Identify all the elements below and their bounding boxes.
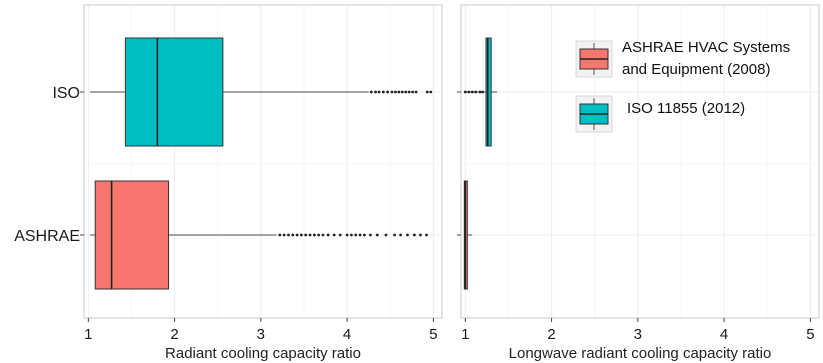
left-tick-label-2: 2 — [170, 326, 178, 343]
left-outlier-ashrae-4 — [295, 233, 299, 237]
left-boxplot-ashrae — [90, 180, 428, 290]
left-outlier-ashrae-6 — [304, 233, 308, 237]
legend-item-iso-11855-2012: ISO 11855 (2012) — [575, 95, 745, 133]
left-outlier-ashrae-23 — [399, 233, 402, 237]
legend-label-1-line-0: ISO 11855 (2012) — [627, 100, 745, 117]
right-boxplot-iso — [463, 37, 498, 147]
category-label-iso: ISO — [52, 85, 80, 102]
right-panel-border — [460, 4, 820, 319]
left-outlier-iso-9 — [404, 90, 408, 94]
left-tick-label-5: 5 — [429, 326, 437, 343]
left-outlier-iso-14 — [429, 90, 433, 94]
left-outlier-ashrae-16 — [354, 233, 358, 237]
right-outlier-iso-4 — [478, 90, 482, 94]
left-outlier-ashrae-21 — [384, 233, 388, 237]
left-panel: 1 2 3 4 5 Radiant cooling capacity ratio ISO AS… — [14, 4, 443, 362]
left-outlier-ashrae-2 — [287, 233, 290, 237]
left-outlier-ashrae-11 — [326, 233, 330, 237]
right-outlier-iso-3 — [474, 90, 478, 94]
left-outlier-ashrae-8 — [312, 233, 316, 237]
left-outlier-ashrae-27 — [425, 233, 428, 237]
right-boxplot-ashrae — [463, 180, 473, 290]
legend: ASHRAE HVAC Systems and Equipment (2008) I… — [575, 39, 790, 133]
left-outlier-ashrae-13 — [338, 233, 342, 237]
legend-item-ashrae-hvac-systems-and-equipment-2008: ASHRAE HVAC Systems and Equipment (2008) — [575, 39, 790, 78]
left-outlier-iso-2 — [377, 90, 381, 94]
left-outlier-iso-8 — [400, 90, 404, 94]
left-outlier-iso-1 — [374, 90, 377, 94]
left-outlier-ashrae-7 — [308, 233, 312, 237]
left-outlier-ashrae-25 — [412, 233, 416, 237]
right-box-iso — [485, 37, 492, 147]
left-outlier-ashrae-12 — [332, 233, 336, 237]
left-outlier-ashrae-24 — [406, 233, 409, 237]
left-outlier-ashrae-26 — [419, 233, 422, 237]
left-outlier-ashrae-1 — [282, 233, 286, 237]
right-outlier-iso-2 — [470, 90, 474, 94]
left-outlier-iso-4 — [386, 90, 390, 94]
left-panel-border — [83, 4, 443, 319]
right-tick-label-4: 4 — [720, 326, 728, 343]
right-tick-label-2: 2 — [547, 326, 555, 343]
left-outlier-ashrae-20 — [375, 233, 379, 237]
right-x-axis-title: Longwave radiant cooling capacity ratio — [509, 345, 772, 362]
left-outlier-iso-7 — [397, 90, 401, 94]
legend-label-0-line-1: and Equipment (2008) — [622, 61, 770, 78]
left-outlier-ashrae-18 — [362, 233, 366, 237]
left-box-ashrae — [94, 180, 170, 290]
right-outlier-iso-1 — [467, 90, 471, 94]
left-x-axis-title: Radiant cooling capacity ratio — [165, 345, 361, 362]
left-outlier-ashrae-3 — [291, 233, 295, 237]
left-tick-label-1: 1 — [84, 326, 92, 343]
left-outlier-ashrae-0 — [278, 233, 282, 237]
right-tick-label-5: 5 — [806, 326, 814, 343]
right-tick-label-3: 3 — [634, 326, 642, 343]
left-outlier-iso-13 — [425, 90, 429, 94]
left-outlier-iso-6 — [394, 90, 397, 94]
left-outlier-ashrae-15 — [350, 233, 353, 237]
left-outlier-ashrae-9 — [317, 233, 321, 237]
left-outlier-iso-5 — [390, 90, 394, 94]
left-outlier-iso-12 — [414, 90, 418, 94]
left-outlier-ashrae-5 — [299, 233, 303, 237]
left-outlier-iso-10 — [407, 90, 411, 94]
right-outlier-iso-0 — [463, 90, 467, 94]
left-box-iso — [124, 37, 224, 147]
left-outlier-ashrae-19 — [369, 233, 372, 237]
left-outlier-ashrae-17 — [358, 233, 362, 237]
left-outlier-iso-3 — [381, 90, 385, 94]
legend-label-0-line-0: ASHRAE HVAC Systems — [622, 39, 790, 56]
left-tick-label-4: 4 — [343, 326, 351, 343]
right-panel-background — [461, 5, 819, 318]
right-outlier-iso-5 — [481, 90, 484, 94]
left-outlier-iso-11 — [411, 90, 415, 94]
category-label-ashrae: ASHRAE — [14, 228, 80, 245]
left-outlier-ashrae-10 — [321, 233, 325, 237]
left-boxplot-iso — [90, 37, 433, 147]
left-outlier-ashrae-22 — [393, 233, 396, 237]
right-tick-label-1: 1 — [461, 326, 469, 343]
left-outlier-ashrae-14 — [345, 233, 349, 237]
left-tick-label-3: 3 — [257, 326, 265, 343]
left-outlier-iso-0 — [369, 90, 373, 94]
right-panel: 1 2 3 4 5 Longwave radiant cooling capacity r… — [457, 4, 820, 362]
